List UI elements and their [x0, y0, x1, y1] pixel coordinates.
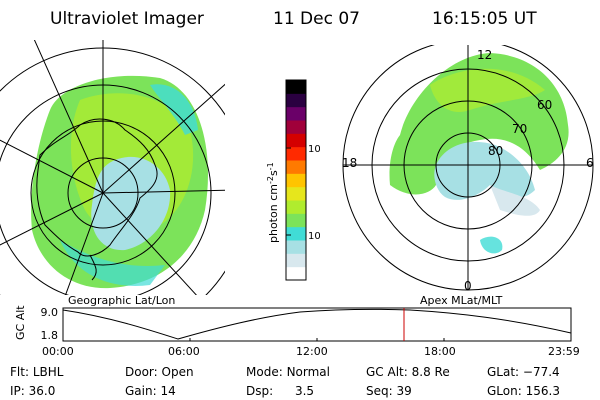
lat-label-60: 60	[537, 98, 552, 112]
altitude-ytick-top: 9.0	[41, 306, 59, 319]
colorbar-segment	[286, 226, 306, 241]
colorbar-segment	[286, 253, 306, 268]
dsp-info: Dsp: 3.5	[246, 384, 315, 398]
altitude-ytick-bottom: 1.8	[41, 329, 59, 342]
time-tick-1200: 12:00	[296, 345, 328, 358]
colorbar-segment	[286, 213, 306, 228]
altitude-plot: GC Alt 9.0 1.8	[14, 305, 572, 342]
geographic-image	[0, 40, 225, 295]
time-tick-1800: 18:00	[424, 345, 456, 358]
mode-info: Mode: Normal	[246, 365, 330, 379]
colorbar-segment	[286, 240, 306, 254]
instrument-title: Ultraviolet Imager	[50, 9, 204, 29]
magnetic-caption: Apex MLat/MLT	[420, 294, 503, 307]
time-tick-2359: 23:59	[548, 345, 580, 358]
gain-info: Gain: 14	[125, 384, 176, 398]
time-tick-0600: 06:00	[168, 345, 200, 358]
colorbar-segment	[286, 200, 306, 214]
colorbar-segment	[286, 160, 306, 174]
colorbar-segment	[286, 120, 306, 134]
observation-time: 16:15:05 UT	[432, 9, 537, 29]
geo-latitude-info: GLat: −77.4	[487, 365, 560, 379]
lat-label-80: 80	[488, 144, 503, 158]
gc-altitude-info: GC Alt: 8.8 Re	[366, 365, 450, 379]
colorbar-segment	[286, 106, 306, 121]
geographic-caption: Geographic Lat/Lon	[68, 294, 176, 307]
sequence-info: Seq: 39	[366, 384, 412, 398]
colorbar-segment	[286, 133, 306, 148]
magnetic-polar-plot: 12 18 6 0 60 70 80	[342, 45, 594, 293]
geo-longitude-info: GLon: 156.3	[487, 384, 560, 398]
mlt-label-6: 6	[586, 156, 594, 170]
colorbar-segment	[286, 186, 306, 201]
mlt-label-18: 18	[342, 156, 357, 170]
time-tick-0000: 00:00	[42, 345, 74, 358]
colorbar-tick-10: 10	[308, 231, 320, 242]
colorbar-label: photon cm-2s-1	[266, 162, 280, 243]
colorbar-segment	[286, 146, 306, 161]
colorbar-segment	[286, 173, 306, 188]
lat-label-70: 70	[512, 122, 527, 136]
observation-date: 11 Dec 07	[273, 9, 360, 29]
door-info: Door: Open	[125, 365, 194, 379]
mlt-label-0: 0	[464, 279, 472, 293]
colorbar: 100 10 photon cm-2s-1	[266, 79, 320, 281]
altitude-ylabel: GC Alt	[14, 305, 27, 340]
mlt-label-12: 12	[477, 48, 492, 62]
colorbar-segment	[286, 93, 306, 108]
ip-info: IP: 36.0	[10, 384, 56, 398]
colorbar-segment	[286, 266, 306, 281]
filter-info: Flt: LBHL	[10, 365, 64, 379]
colorbar-segment	[286, 80, 306, 94]
colorbar-tick-100: 100	[308, 144, 320, 155]
